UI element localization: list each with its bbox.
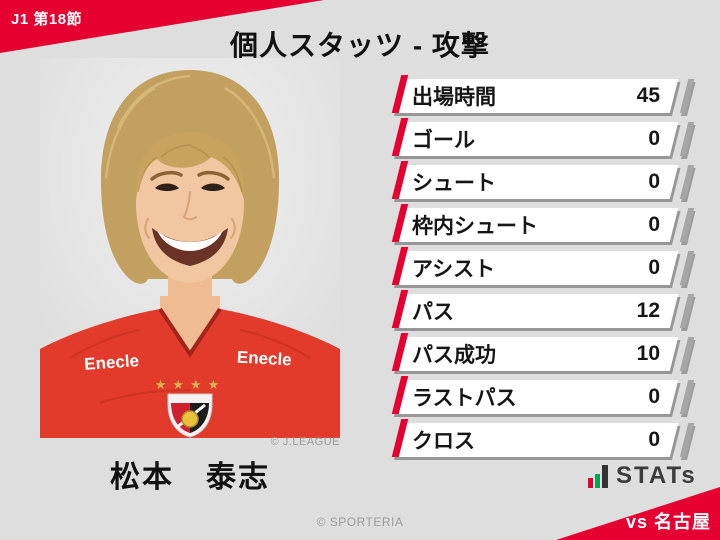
stat-row: クロス 0 bbox=[391, 419, 695, 457]
stat-value: 12 bbox=[636, 299, 660, 322]
stat-label: パス bbox=[412, 301, 454, 324]
page-title: 個人スタッツ - 攻撃 bbox=[230, 30, 490, 61]
stat-value: 45 bbox=[636, 84, 660, 107]
stat-label: 出場時間 bbox=[412, 86, 496, 109]
stat-value: 0 bbox=[648, 385, 660, 408]
bar-chart-icon bbox=[588, 465, 608, 488]
opponent-ribbon: vs 名古屋 bbox=[556, 487, 720, 540]
stat-row-slash-decoration bbox=[679, 294, 695, 328]
stat-row: ゴール 0 bbox=[391, 118, 695, 156]
stat-label: ラストパス bbox=[412, 387, 517, 410]
jersey-sponsor-right: Enecle bbox=[236, 348, 292, 370]
stat-row-slash-decoration bbox=[679, 380, 695, 414]
stat-row-slash-decoration bbox=[679, 122, 695, 156]
stat-row: 枠内シュート 0 bbox=[391, 204, 695, 242]
stat-row-slash-decoration bbox=[679, 423, 695, 457]
opponent-label: vs 名古屋 bbox=[625, 512, 711, 532]
stat-value: 0 bbox=[648, 428, 660, 451]
stat-label: クロス bbox=[412, 430, 475, 453]
stat-row: パス 12 bbox=[391, 290, 695, 328]
player-name: 松本 泰志 bbox=[110, 461, 270, 494]
stat-value: 0 bbox=[648, 127, 660, 150]
crest-stars-icon: ★★★★ bbox=[155, 377, 226, 392]
stat-label: 枠内シュート bbox=[412, 215, 538, 238]
stat-row: ラストパス 0 bbox=[391, 376, 695, 414]
stats-wordmark: STATs bbox=[616, 462, 697, 489]
stat-label: ゴール bbox=[412, 129, 475, 152]
stat-row-slash-decoration bbox=[679, 165, 695, 199]
stat-row-slash-decoration bbox=[679, 79, 695, 113]
stat-row-slash-decoration bbox=[679, 251, 695, 285]
stat-label: シュート bbox=[412, 172, 496, 195]
stat-value: 0 bbox=[648, 170, 660, 193]
jersey-sponsor-left: Enecle bbox=[84, 351, 140, 374]
stat-label: アシスト bbox=[412, 258, 496, 281]
stat-row: アシスト 0 bbox=[391, 247, 695, 285]
stat-value: 10 bbox=[636, 342, 660, 365]
stat-value: 0 bbox=[648, 256, 660, 279]
stat-row: 出場時間 45 bbox=[391, 75, 695, 113]
stat-row-slash-decoration bbox=[679, 337, 695, 371]
stat-row-slash-decoration bbox=[679, 208, 695, 242]
club-crest-icon bbox=[167, 393, 213, 438]
player-photo: Enecle Enecle ★★★★ bbox=[40, 58, 340, 438]
stats-list: 出場時間 45 ゴール 0 シュート 0 bbox=[391, 75, 696, 466]
stats-logo: STATs bbox=[588, 464, 697, 488]
stat-value: 0 bbox=[648, 213, 660, 236]
stat-label: パス成功 bbox=[412, 344, 496, 367]
stat-row: シュート 0 bbox=[391, 161, 695, 199]
photo-credit: © J.LEAGUE bbox=[270, 436, 340, 448]
stat-row: パス成功 10 bbox=[391, 333, 695, 371]
competition-round-label: J1 第18節 bbox=[11, 11, 83, 28]
site-credit: © SPORTERIA bbox=[316, 515, 404, 529]
